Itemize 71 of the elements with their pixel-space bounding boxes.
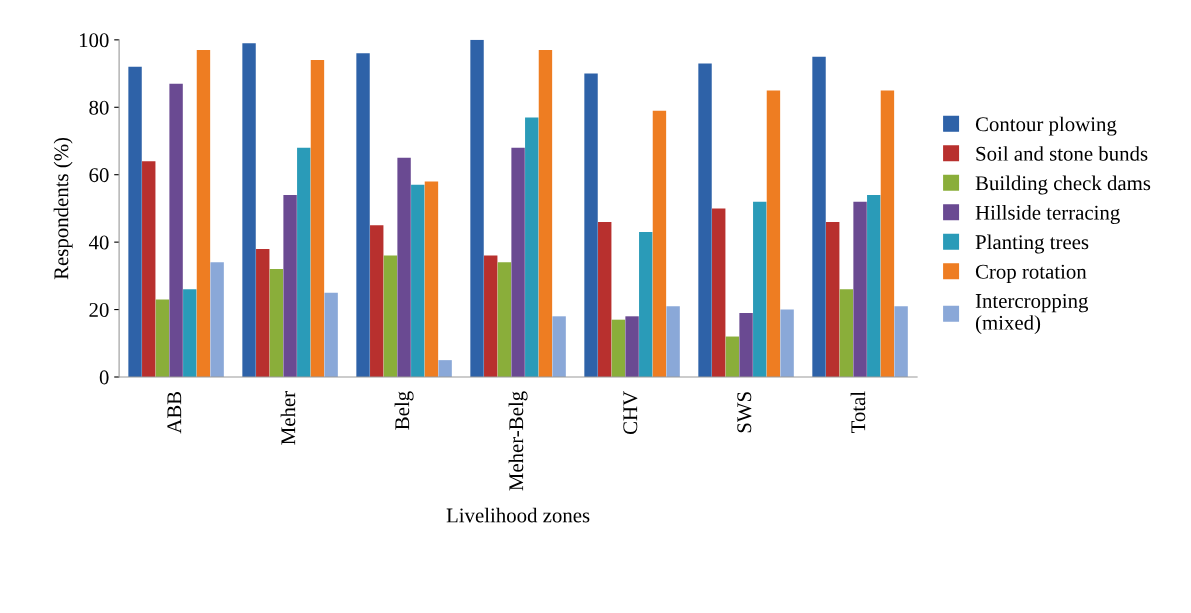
- x-tick-label: Belg: [394, 391, 414, 430]
- bar: [155, 299, 170, 377]
- legend-label: Contour plowing: [975, 116, 1117, 136]
- y-tick-label: 20: [89, 302, 109, 317]
- x-tick-label: Meher-Belg: [508, 391, 528, 491]
- legend-label: Crop rotation: [975, 264, 1087, 283]
- legend-label: Hillside terracing: [975, 205, 1120, 225]
- bar: [438, 360, 452, 377]
- bar: [383, 255, 398, 377]
- bar: [424, 181, 439, 377]
- x-tick-label: Total: [850, 391, 866, 434]
- x-tick-label: ABB: [167, 391, 182, 434]
- y-tick-label: 0: [99, 370, 109, 385]
- x-tick-label: CHV: [623, 391, 638, 435]
- legend-label: Building check dams: [975, 175, 1151, 195]
- bar: [712, 208, 726, 377]
- bar: [853, 201, 867, 377]
- bar: [812, 56, 826, 377]
- bar: [196, 49, 211, 377]
- y-axis-title: Respondents (%): [53, 137, 73, 280]
- bar: [880, 90, 895, 377]
- bar: [242, 43, 256, 377]
- bar: [470, 39, 484, 377]
- bar: [370, 225, 384, 377]
- y-tick-label: 100: [79, 33, 109, 48]
- bar: [867, 194, 881, 377]
- y-tick-label: 60: [89, 168, 109, 183]
- bar: [283, 194, 297, 377]
- bar: [511, 147, 525, 377]
- bar: [256, 248, 270, 377]
- bar: [639, 232, 653, 377]
- bar: [128, 66, 142, 377]
- bar: [826, 221, 840, 377]
- bar: [538, 49, 553, 377]
- bar: [666, 306, 680, 377]
- bar: [652, 110, 667, 377]
- bar: [611, 319, 626, 377]
- bar: [142, 161, 156, 377]
- bar: [725, 336, 740, 377]
- bar: [310, 60, 325, 377]
- bar: [552, 316, 566, 377]
- bar: [210, 262, 224, 377]
- bar: [169, 83, 183, 377]
- bar: [297, 147, 311, 377]
- bar: [625, 316, 639, 377]
- bar: [839, 289, 854, 377]
- bar: [397, 157, 411, 377]
- bar: [739, 312, 753, 377]
- legend-label: Soil and stone bunds: [976, 146, 1148, 161]
- x-tick-label: SWS: [737, 392, 752, 433]
- x-tick-label: Meher: [280, 391, 296, 445]
- bar: [780, 309, 794, 377]
- bar: [584, 73, 598, 377]
- legend-label: Planting trees: [975, 234, 1089, 254]
- bar: [698, 63, 712, 377]
- bar: [324, 292, 338, 377]
- bar: [894, 306, 908, 377]
- y-tick-label: 40: [88, 235, 109, 250]
- x-axis-title: Livelihood zones: [446, 507, 590, 523]
- bar: [356, 53, 370, 377]
- bar: [183, 289, 197, 377]
- bar: [411, 184, 425, 377]
- bar: [766, 90, 781, 377]
- bar: [484, 255, 498, 377]
- bar: [497, 262, 512, 377]
- bar: [598, 221, 612, 377]
- bar: [269, 269, 284, 377]
- bar: [525, 117, 539, 377]
- y-tick-label: 80: [89, 100, 109, 115]
- legend-label: Intercropping (mixed): [975, 293, 1089, 335]
- bar: [753, 201, 767, 377]
